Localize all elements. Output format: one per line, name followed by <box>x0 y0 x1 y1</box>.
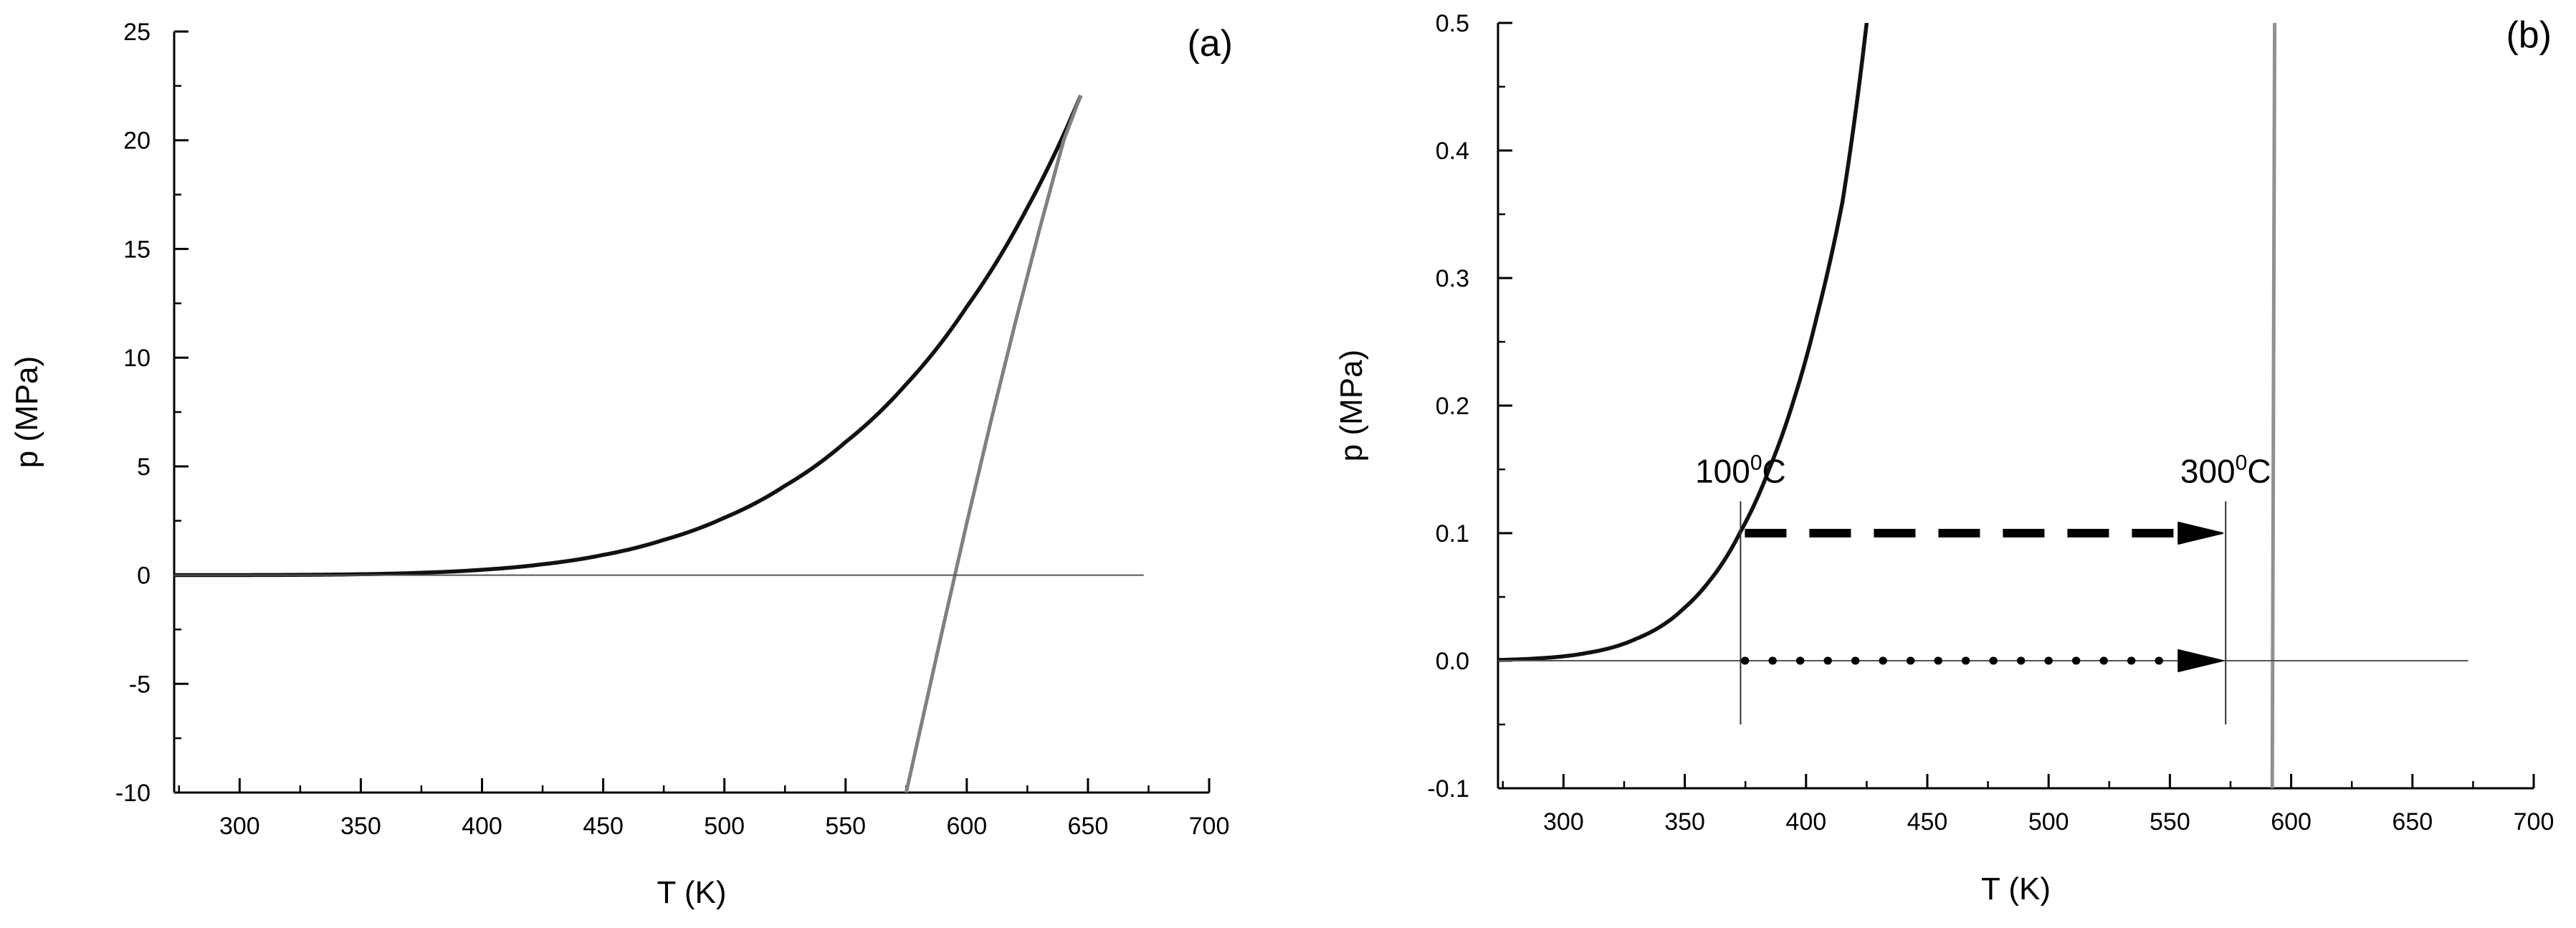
dashed-arrow-head <box>2177 522 2224 545</box>
temperature-marker-label: 3000C <box>2180 451 2271 490</box>
x-tick-label: 650 <box>2392 808 2433 836</box>
panel-a: 300 350 400 450 500 550 600 650 700 -10 -5 0 5 10 15 20… <box>9 19 1233 910</box>
temperature-marker-label: 1000C <box>1695 451 1786 490</box>
series-group <box>1498 23 2468 788</box>
panel-tag: (a) <box>1187 23 1233 64</box>
panel-tag: (b) <box>2506 14 2552 56</box>
y-tick-label: 20 <box>123 128 151 155</box>
panel-b: 300 350 400 450 500 550 600 650 700 -0.1 0.0 0.1 0.2… <box>1334 10 2554 907</box>
x-tick-label: 450 <box>583 813 624 840</box>
x-tick-label: 400 <box>462 813 502 840</box>
x-tick-label: 300 <box>219 813 260 840</box>
saturation-curve <box>174 95 1083 578</box>
y-tick-label: -10 <box>115 780 151 807</box>
x-axis-title: T (K) <box>1981 871 2051 907</box>
x-tick-label: 400 <box>1785 808 1826 836</box>
y-tick-label: 15 <box>123 236 151 263</box>
x-tick-label: 500 <box>704 813 745 840</box>
x-tick-label: 600 <box>946 813 987 840</box>
y-tick-label: 0.2 <box>1436 393 1469 420</box>
x-tick-label: 350 <box>340 813 381 840</box>
x-tick-label: 550 <box>825 813 866 840</box>
y-axis-title: p (MPa) <box>1334 350 1369 461</box>
saturation-curve <box>1498 23 1869 662</box>
x-tick-label: 700 <box>1189 813 1230 840</box>
y-tick-label: 0.5 <box>1436 10 1469 37</box>
y-tick-label: 0.3 <box>1436 265 1469 292</box>
y-tick-label: 0.0 <box>1436 648 1469 675</box>
x-tick-label: 450 <box>1907 808 1948 836</box>
y-tick-label: 0 <box>137 563 151 590</box>
dotted-arrow-head <box>2177 649 2224 672</box>
y-tick-label: 0.1 <box>1436 520 1469 547</box>
y-tick-label: 0.4 <box>1436 138 1469 165</box>
x-axis-title: T (K) <box>657 875 727 910</box>
y-tick-label: 10 <box>123 345 151 372</box>
x-tick-label: 350 <box>1664 808 1705 836</box>
x-tick-label: 500 <box>2028 808 2069 836</box>
series-group <box>174 95 1144 793</box>
x-tick-label: 650 <box>1068 813 1109 840</box>
spinodal-curve <box>904 95 1083 793</box>
y-axis-title: p (MPa) <box>9 356 44 468</box>
spinodal-curve <box>2270 23 2277 788</box>
x-tick-label: 700 <box>2514 808 2554 836</box>
y-tick-label: -5 <box>129 671 151 698</box>
x-tick-label: 300 <box>1543 808 1584 836</box>
x-tick-label: 600 <box>2271 808 2312 836</box>
y-tick-label: 25 <box>123 19 151 46</box>
y-tick-label: -0.1 <box>1427 775 1469 803</box>
y-tick-label: 5 <box>137 454 151 481</box>
x-tick-label: 550 <box>2150 808 2190 836</box>
